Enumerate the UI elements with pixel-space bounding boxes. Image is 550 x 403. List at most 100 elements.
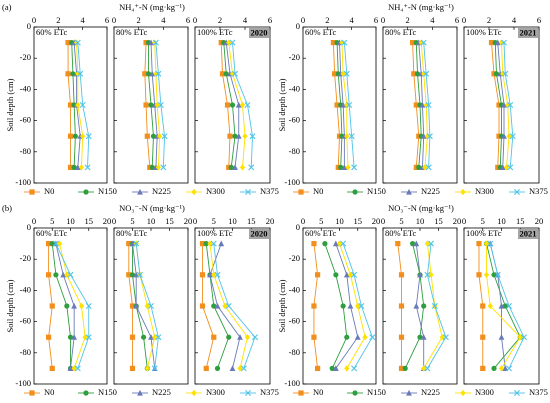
marker [493, 71, 500, 77]
marker [425, 102, 432, 108]
marker [29, 189, 35, 195]
marker [252, 334, 258, 341]
marker [224, 102, 231, 108]
marker [152, 39, 159, 46]
series-line [335, 243, 359, 369]
marker [507, 102, 514, 108]
marker [423, 70, 430, 77]
marker [424, 133, 430, 140]
marker [74, 164, 81, 170]
x-tick-label: 5 [130, 216, 134, 226]
marker [502, 303, 508, 309]
marker [136, 271, 143, 278]
marker [341, 39, 348, 46]
marker [369, 334, 376, 341]
marker [431, 303, 438, 309]
x-tick-label: 0 [462, 216, 466, 226]
marker [161, 133, 168, 140]
x-tick-label: 6 [537, 15, 541, 25]
marker [245, 390, 251, 396]
marker [133, 240, 140, 247]
marker [229, 365, 236, 371]
marker [144, 365, 150, 372]
marker [129, 240, 136, 247]
marker [347, 302, 354, 309]
marker [49, 365, 55, 371]
marker [506, 365, 512, 372]
marker [211, 271, 217, 278]
marker [298, 390, 304, 396]
legend-label: N300 [206, 387, 225, 397]
y-tick-label: -80 [289, 146, 300, 156]
marker [476, 241, 482, 247]
x-tick-label: 5 [481, 216, 485, 226]
x-tick-label: 4 [243, 15, 248, 25]
marker [334, 102, 340, 108]
marker [483, 240, 490, 247]
marker [191, 188, 197, 196]
x-tick-label: 20 [103, 216, 112, 226]
marker [333, 272, 339, 278]
marker [237, 334, 243, 340]
marker [229, 102, 236, 108]
marker [65, 71, 71, 77]
x-tick-label: 20 [535, 216, 544, 226]
marker [83, 189, 89, 195]
x-tick-label: 6 [374, 15, 378, 25]
marker [426, 133, 433, 140]
marker [155, 70, 162, 77]
legend-label: N150 [98, 186, 117, 196]
marker [351, 271, 358, 278]
marker [460, 188, 466, 196]
x-tick-label: 15 [354, 216, 363, 226]
marker [352, 390, 358, 396]
marker [149, 164, 155, 170]
marker [74, 39, 81, 46]
marker [488, 40, 495, 46]
marker [514, 189, 520, 195]
marker [148, 39, 154, 46]
y-tick-label: -100 [15, 378, 31, 388]
marker [329, 365, 335, 371]
marker [352, 189, 358, 195]
x-tick-label: 10 [66, 216, 75, 226]
y-tick-label: -20 [20, 253, 31, 263]
legend-label: N300 [475, 186, 494, 196]
marker [421, 365, 427, 372]
marker [442, 334, 449, 341]
legend-label: N225 [421, 387, 440, 397]
x-tick-label: 2 [137, 15, 141, 25]
marker [245, 189, 251, 195]
x-tick-label: 0 [301, 216, 305, 226]
panel-label: 80% ETc [385, 27, 416, 37]
marker [494, 39, 501, 46]
marker [126, 272, 132, 278]
x-tick-label: 0 [462, 15, 466, 25]
marker [423, 101, 429, 109]
marker [67, 334, 74, 340]
y-axis-label: Soil depth (cm) [5, 78, 15, 131]
x-tick-label: 15 [516, 216, 525, 226]
marker [152, 39, 158, 46]
panel-label: 100% ETc [466, 27, 502, 37]
marker [344, 334, 350, 340]
panel-label: 80% ETc [116, 27, 147, 37]
marker [229, 39, 236, 46]
marker [141, 334, 147, 340]
x-tick-label: 0 [112, 15, 116, 25]
y-axis-label: Soil depth (cm) [5, 279, 15, 332]
marker [332, 365, 339, 371]
marker [417, 271, 423, 278]
marker [240, 365, 247, 372]
marker [137, 188, 143, 195]
x-tick-label: 2 [325, 15, 329, 25]
axis-title: NH₄⁺-N (mg·kg⁻¹) [388, 2, 454, 12]
marker [214, 365, 221, 371]
x-tick-label: 5 [319, 216, 323, 226]
marker [344, 365, 350, 372]
marker [232, 164, 238, 170]
marker [142, 71, 148, 77]
panel-label: 80% ETc [385, 228, 416, 238]
marker [439, 334, 445, 341]
marker [420, 133, 427, 139]
